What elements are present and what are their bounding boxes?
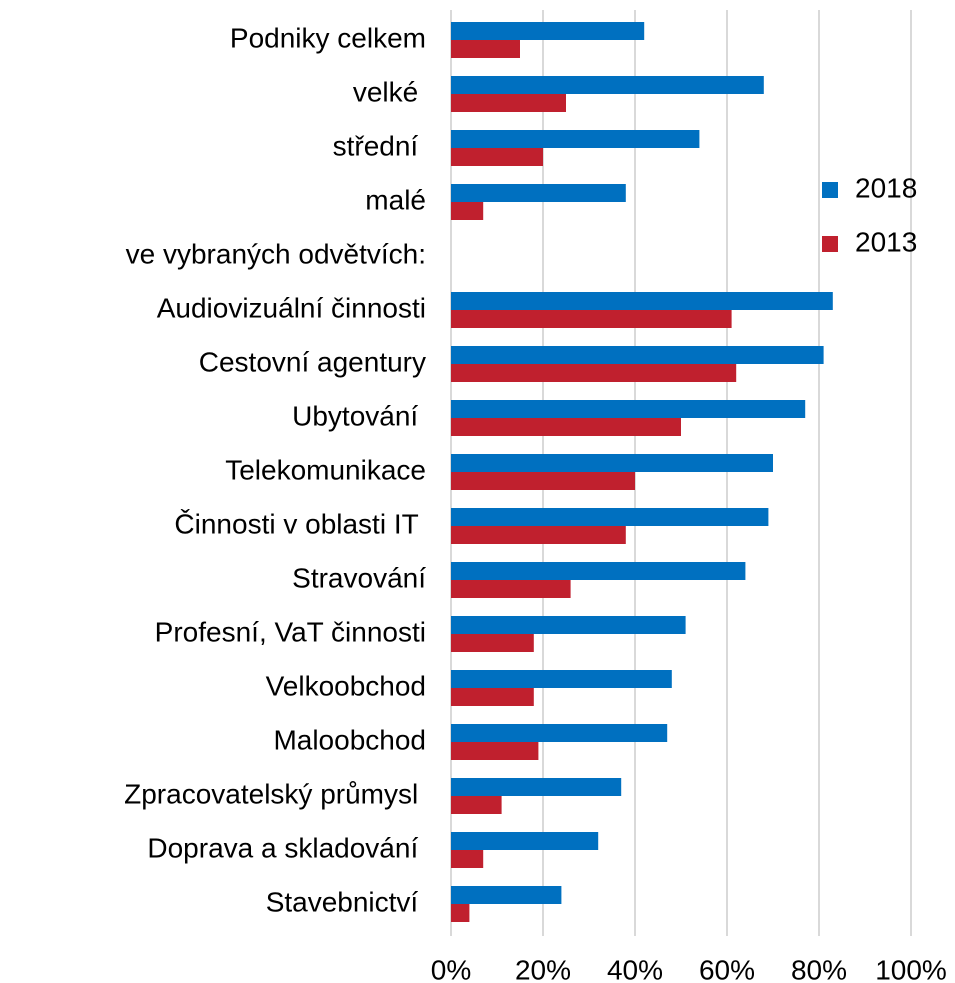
bar: [451, 724, 668, 742]
bar: [451, 850, 484, 868]
bar: [451, 670, 672, 688]
y-tick-label: Profesní, VaT činnosti: [155, 616, 426, 647]
bar: [451, 832, 599, 850]
y-tick-label: Stravování: [292, 562, 426, 593]
y-tick-label: Ubytování: [292, 400, 426, 431]
bar: [451, 364, 737, 382]
y-tick-label: Audiovizuální činnosti: [157, 292, 426, 323]
bar: [451, 76, 764, 94]
y-tick-label: Cestovní agentury: [199, 346, 426, 377]
legend-swatch: [822, 236, 838, 252]
y-tick-label: malé: [365, 184, 426, 215]
bar: [451, 472, 635, 490]
bar: [451, 22, 645, 40]
bar: [451, 202, 484, 220]
legend-label: 2013: [855, 226, 917, 257]
bar: [451, 418, 681, 436]
x-tick-label: 100%: [875, 954, 947, 983]
bar: [451, 130, 700, 148]
bar: [451, 292, 833, 310]
bar: [451, 688, 534, 706]
y-tick-label: Činnosti v oblasti IT: [174, 508, 426, 539]
y-tick-label: Telekomunikace: [225, 454, 426, 485]
bar: [451, 346, 824, 364]
bar: [451, 94, 566, 112]
bar: [451, 778, 622, 796]
y-tick-label: ve vybraných odvětvích:: [126, 238, 426, 269]
y-tick-label: střední: [333, 130, 426, 161]
y-tick-label: Velkoobchod: [266, 670, 426, 701]
bar: [451, 742, 539, 760]
x-tick-label: 20%: [515, 954, 571, 983]
x-tick-label: 0%: [431, 954, 471, 983]
y-tick-label: Zpracovatelský průmysl: [124, 778, 426, 809]
bar: [451, 526, 626, 544]
x-tick-label: 60%: [699, 954, 755, 983]
bar: [451, 904, 470, 922]
bar: [451, 616, 686, 634]
bar: [451, 508, 769, 526]
bar: [451, 148, 543, 166]
bar: [451, 580, 571, 598]
y-tick-label: Doprava a skladování: [147, 832, 426, 863]
y-tick-label: Maloobchod: [273, 724, 426, 755]
y-tick-label: Stavebnictví: [266, 886, 426, 917]
bar: [451, 454, 773, 472]
bar: [451, 400, 806, 418]
y-tick-label: Podniky celkem: [230, 22, 426, 53]
bar: [451, 634, 534, 652]
bar: [451, 310, 732, 328]
x-tick-label: 80%: [791, 954, 847, 983]
bar: [451, 886, 562, 904]
x-tick-label: 40%: [607, 954, 663, 983]
bar: [451, 40, 520, 58]
bar: [451, 562, 746, 580]
y-tick-label: velké: [353, 76, 426, 107]
legend-label: 2018: [855, 172, 917, 203]
legend-swatch: [822, 182, 838, 198]
bar: [451, 796, 502, 814]
bar: [451, 184, 626, 202]
